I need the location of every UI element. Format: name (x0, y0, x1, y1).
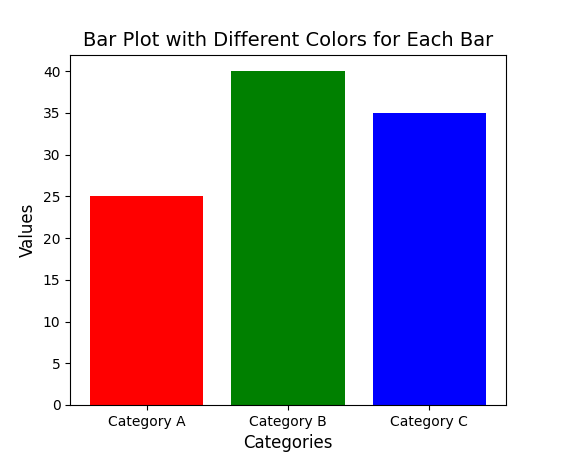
Bar (373, 113, 486, 405)
Title: Bar Plot with Different Colors for Each Bar: Bar Plot with Different Colors for Each … (83, 31, 493, 50)
X-axis label: Categories: Categories (243, 434, 333, 452)
Bar (90, 197, 203, 405)
Y-axis label: Values: Values (19, 202, 37, 257)
Bar (232, 71, 345, 405)
